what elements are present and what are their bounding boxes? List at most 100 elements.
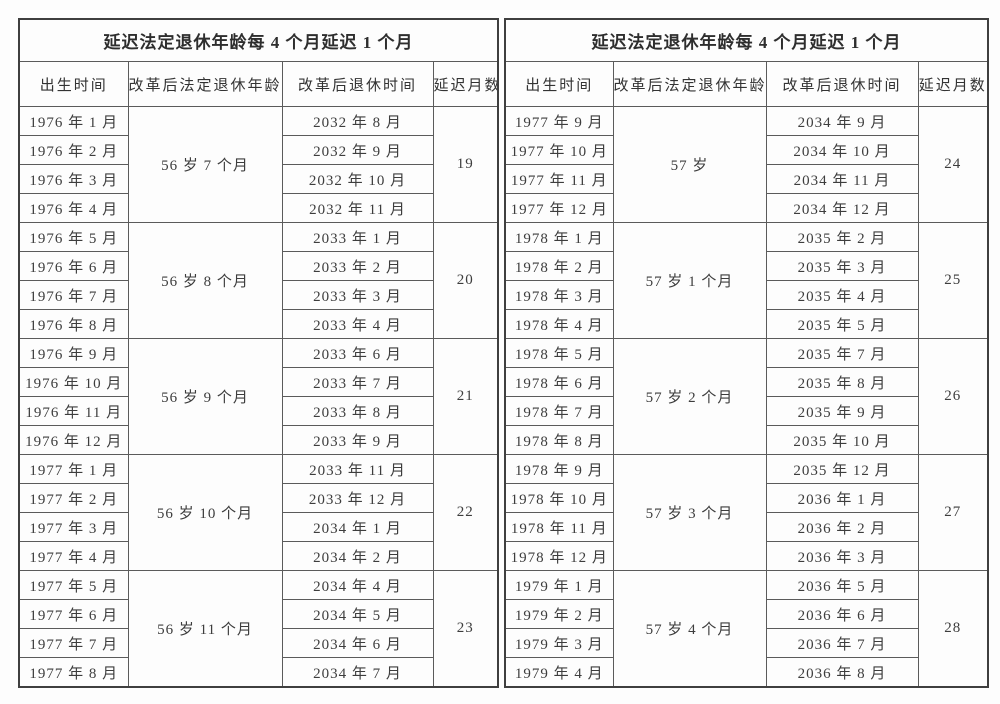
birth-month-cell: 1977 年 4 月 [18, 541, 129, 571]
birth-month-cell: 1976 年 12 月 [18, 425, 129, 455]
birth-month-cell: 1977 年 8 月 [18, 657, 129, 688]
delay-months-cell: 24 [917, 106, 989, 223]
table-row: 1979 年 1 月 57 岁 4 个月 2036 年 5 月 28 [504, 570, 989, 688]
birth-month-cell: 1976 年 10 月 [18, 367, 129, 397]
retirement-month-cell: 2033 年 12 月 [281, 483, 434, 513]
table-row: 1977 年 6 月 2034 年 5 月 [18, 599, 498, 629]
retirement-month-cell: 2036 年 3 月 [765, 541, 919, 571]
birth-month-cell: 1977 年 11 月 [504, 164, 614, 194]
birth-month-cell: 1978 年 2 月 [504, 251, 614, 281]
retirement-age-cell: 56 岁 8 个月 [127, 222, 283, 339]
table-row: 1978 年 9 月 57 岁 3 个月 2035 年 12 月 27 [504, 454, 989, 571]
birth-month-cell: 1979 年 1 月 [504, 570, 614, 600]
table-row: 1976 年 8 月 2033 年 4 月 [18, 309, 498, 339]
retirement-month-cell: 2032 年 9 月 [281, 135, 434, 165]
retirement-age-cell: 57 岁 3 个月 [612, 454, 767, 571]
table-row: 1977 年 2 月 2033 年 12 月 [18, 483, 498, 513]
table-row: 1976 年 4 月 2032 年 11 月 [18, 193, 498, 223]
birth-month-cell: 1977 年 5 月 [18, 570, 129, 600]
retirement-month-cell: 2034 年 7 月 [281, 657, 434, 688]
delay-months-cell: 25 [917, 222, 989, 339]
birth-month-cell: 1977 年 9 月 [504, 106, 614, 136]
birth-month-cell: 1978 年 6 月 [504, 367, 614, 397]
retirement-month-cell: 2033 年 4 月 [281, 309, 434, 339]
birth-month-cell: 1979 年 4 月 [504, 657, 614, 688]
table-title: 延迟法定退休年龄每 4 个月延迟 1 个月 [18, 18, 499, 62]
table-row: 1978 年 7 月 2035 年 9 月 [504, 396, 988, 426]
birth-month-cell: 1977 年 12 月 [504, 193, 614, 223]
retirement-month-cell: 2035 年 9 月 [765, 396, 919, 426]
retirement-month-cell: 2034 年 2 月 [281, 541, 434, 571]
retirement-month-cell: 2035 年 7 月 [765, 338, 919, 368]
retirement-month-cell: 2034 年 6 月 [281, 628, 434, 658]
header-row: 出生时间 改革后法定退休年龄 改革后退休时间 延迟月数 [504, 61, 989, 107]
table-row: 1978 年 6 月 2035 年 8 月 [504, 367, 988, 397]
col-header-statutory-age: 改革后法定退休年龄 [612, 61, 767, 107]
birth-month-cell: 1978 年 1 月 [504, 222, 614, 252]
birth-month-cell: 1978 年 12 月 [504, 541, 614, 571]
retirement-month-cell: 2035 年 10 月 [765, 425, 919, 455]
retirement-month-cell: 2033 年 8 月 [281, 396, 434, 426]
delay-months-cell: 27 [917, 454, 989, 571]
birth-month-cell: 1978 年 8 月 [504, 425, 614, 455]
retirement-age-cell: 56 岁 10 个月 [127, 454, 283, 571]
table-row: 1977 年 1 月 56 岁 10 个月 2033 年 11 月 22 [18, 454, 499, 571]
birth-month-cell: 1976 年 5 月 [18, 222, 129, 252]
table-row: 1978 年 11 月 2036 年 2 月 [504, 512, 988, 542]
birth-month-cell: 1978 年 7 月 [504, 396, 614, 426]
birth-month-cell: 1976 年 2 月 [18, 135, 129, 165]
retirement-month-cell: 2036 年 8 月 [765, 657, 919, 688]
retirement-month-cell: 2036 年 7 月 [765, 628, 919, 658]
table-row: 1977 年 11 月 2034 年 11 月 [504, 164, 988, 194]
delay-months-cell: 22 [432, 454, 499, 571]
birth-month-cell: 1977 年 1 月 [18, 454, 129, 484]
tables-container: 延迟法定退休年龄每 4 个月延迟 1 个月 出生时间 改革后法定退休年龄 改革后… [18, 18, 989, 688]
retirement-age-cell: 57 岁 2 个月 [612, 338, 767, 455]
retirement-table-right: 延迟法定退休年龄每 4 个月延迟 1 个月 出生时间 改革后法定退休年龄 改革后… [504, 18, 989, 688]
col-header-retirement-date: 改革后退休时间 [281, 61, 434, 107]
retirement-month-cell: 2032 年 8 月 [281, 106, 434, 136]
table-row: 1979 年 3 月 2036 年 7 月 [504, 628, 988, 658]
retirement-month-cell: 2033 年 7 月 [281, 367, 434, 397]
table-row: 1976 年 1 月 56 岁 7 个月 2032 年 8 月 19 [18, 106, 499, 223]
table-row: 1976 年 10 月 2033 年 7 月 [18, 367, 498, 397]
retirement-month-cell: 2032 年 10 月 [281, 164, 434, 194]
retirement-month-cell: 2034 年 5 月 [281, 599, 434, 629]
birth-month-cell: 1978 年 5 月 [504, 338, 614, 368]
retirement-age-cell: 56 岁 9 个月 [127, 338, 283, 455]
table-row: 1976 年 7 月 2033 年 3 月 [18, 280, 498, 310]
table-row: 1976 年 9 月 56 岁 9 个月 2033 年 6 月 21 [18, 338, 499, 455]
col-header-birth-date: 出生时间 [504, 61, 614, 107]
birth-month-cell: 1976 年 4 月 [18, 193, 129, 223]
birth-month-cell: 1977 年 7 月 [18, 628, 129, 658]
birth-month-cell: 1978 年 3 月 [504, 280, 614, 310]
retirement-month-cell: 2033 年 11 月 [281, 454, 434, 484]
birth-month-cell: 1979 年 3 月 [504, 628, 614, 658]
col-header-birth-date: 出生时间 [18, 61, 129, 107]
col-header-delay-months: 延迟月数 [917, 61, 989, 107]
retirement-month-cell: 2034 年 4 月 [281, 570, 434, 600]
delay-months-cell: 28 [917, 570, 989, 688]
retirement-age-cell: 56 岁 7 个月 [127, 106, 283, 223]
table-row: 1976 年 12 月 2033 年 9 月 [18, 425, 498, 455]
retirement-month-cell: 2033 年 3 月 [281, 280, 434, 310]
retirement-age-cell: 57 岁 1 个月 [612, 222, 767, 339]
birth-month-cell: 1976 年 8 月 [18, 309, 129, 339]
birth-month-cell: 1976 年 9 月 [18, 338, 129, 368]
table-body: 1976 年 1 月 56 岁 7 个月 2032 年 8 月 19 1976 年 2 … [18, 106, 499, 688]
retirement-month-cell: 2035 年 5 月 [765, 309, 919, 339]
delay-months-cell: 26 [917, 338, 989, 455]
table-row: 1978 年 1 月 57 岁 1 个月 2035 年 2 月 25 [504, 222, 989, 339]
table-row: 1976 年 6 月 2033 年 2 月 [18, 251, 498, 281]
retirement-month-cell: 2032 年 11 月 [281, 193, 434, 223]
retirement-month-cell: 2035 年 4 月 [765, 280, 919, 310]
retirement-age-cell: 57 岁 4 个月 [612, 570, 767, 688]
birth-month-cell: 1978 年 4 月 [504, 309, 614, 339]
table-row: 1977 年 10 月 2034 年 10 月 [504, 135, 988, 165]
col-header-statutory-age: 改革后法定退休年龄 [127, 61, 283, 107]
birth-month-cell: 1977 年 10 月 [504, 135, 614, 165]
title-row: 延迟法定退休年龄每 4 个月延迟 1 个月 [18, 18, 499, 62]
birth-month-cell: 1977 年 6 月 [18, 599, 129, 629]
retirement-month-cell: 2036 年 1 月 [765, 483, 919, 513]
